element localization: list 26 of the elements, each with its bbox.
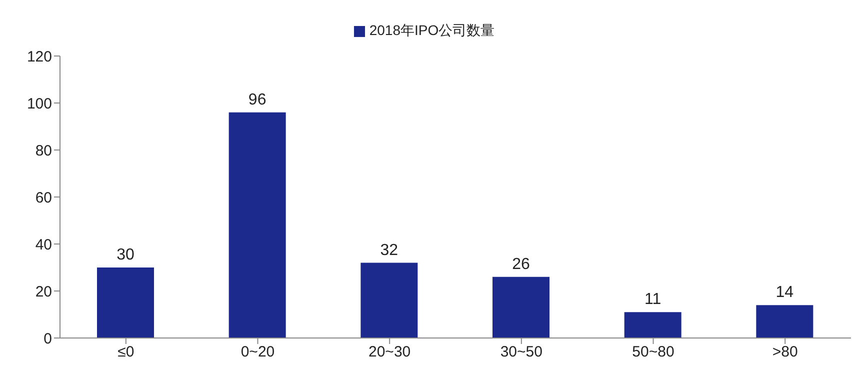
bar: [624, 312, 682, 338]
bar: [97, 268, 154, 338]
legend-label: 2018年IPO公司数量: [369, 22, 495, 38]
y-tick-label: 120: [26, 48, 52, 66]
data-label: 26: [512, 256, 530, 273]
x-tick-label: 30~50: [500, 344, 542, 361]
y-tick-label: 40: [35, 236, 52, 254]
data-label: 11: [644, 291, 662, 308]
y-tick-label: 20: [35, 283, 52, 300]
data-label: 96: [248, 91, 266, 108]
x-tick-label: >80: [772, 344, 798, 361]
x-tick-label: ≤0: [118, 344, 134, 361]
data-label: 30: [116, 246, 134, 264]
x-tick-label: 50~80: [632, 344, 674, 361]
bar: [756, 305, 814, 338]
y-tick-label: 100: [26, 95, 52, 112]
data-label: 14: [776, 284, 794, 302]
x-tick-label: 20~30: [368, 344, 411, 361]
y-tick-label: 0: [44, 330, 52, 348]
bar: [492, 276, 550, 338]
y-tick-label: 60: [35, 189, 52, 206]
bar: [360, 262, 418, 338]
data-label: 32: [380, 242, 398, 259]
bar: [228, 112, 286, 338]
x-tick-label: 0~20: [240, 344, 275, 361]
y-tick-label: 80: [35, 142, 52, 160]
